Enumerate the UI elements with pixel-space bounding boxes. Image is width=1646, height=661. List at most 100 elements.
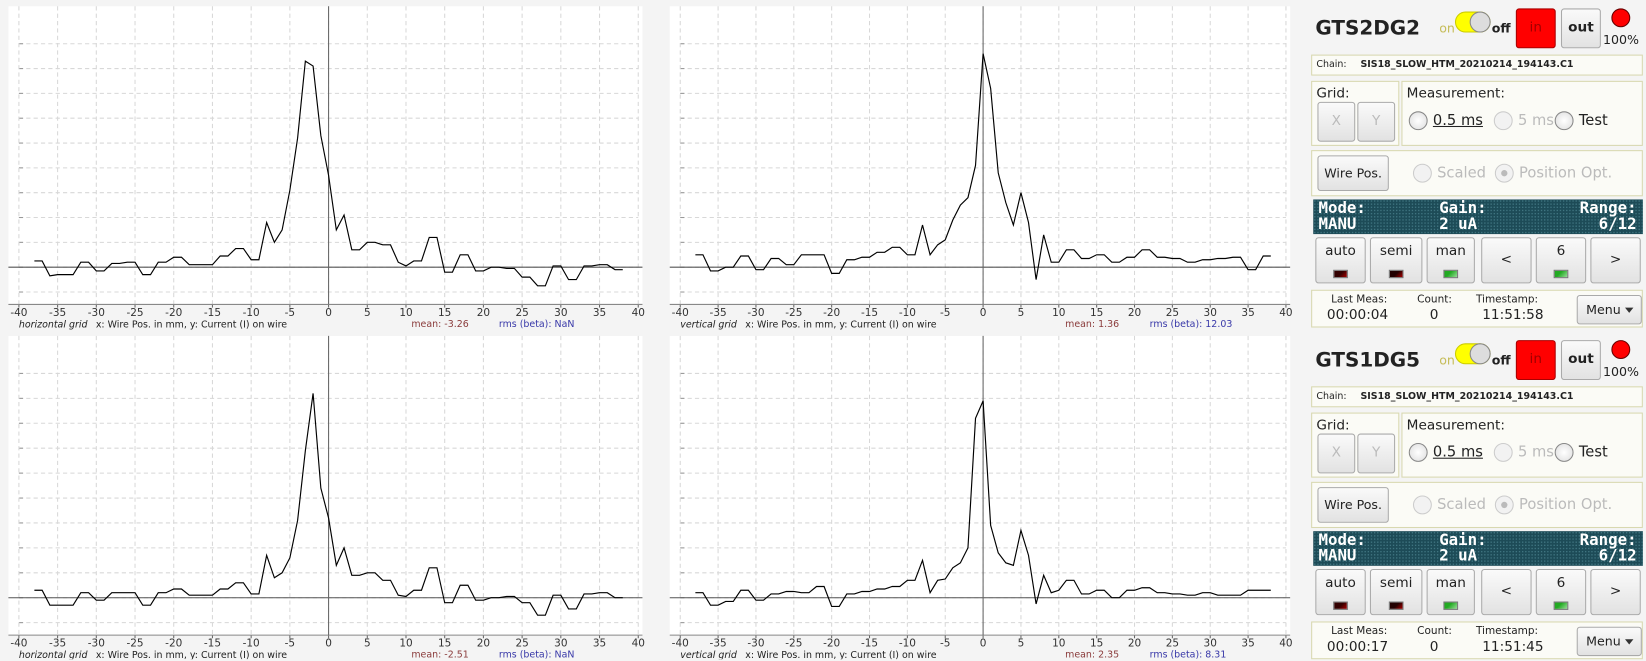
next-button[interactable]: > [1590, 568, 1641, 616]
out-button[interactable]: out [1560, 8, 1601, 49]
radio-label: Scaled [1437, 496, 1486, 514]
prev-button[interactable]: < [1481, 568, 1532, 616]
radio[interactable] [1494, 163, 1514, 183]
radio-label: 0.5 ms [1432, 112, 1483, 130]
in-button[interactable]: in [1515, 340, 1556, 381]
lcd-text: Mode: [1318, 530, 1366, 550]
auto-button[interactable]: auto [1315, 237, 1366, 284]
x-tick-label: -25 [126, 307, 143, 319]
measurement-box: Measurement: 0.5 ms 5 ms Test [1401, 412, 1643, 478]
mean-label: mean: 1.36 [1065, 319, 1119, 330]
mean-label: mean: -3.26 [411, 319, 468, 330]
charts: -40 -35 -30 -25 -20 -15 -10 -5 0 5 10 15 20 25 30 35 40 h… [8, 6, 1293, 660]
toggle-knob [1469, 343, 1491, 365]
x-tick-label: 10 [399, 307, 412, 319]
status-value: 00:00:17 [1326, 639, 1389, 656]
lcd-text: Mode: [1318, 198, 1366, 218]
lcd-text: Gain: [1439, 530, 1487, 550]
toggle-on-label: on [1439, 20, 1455, 36]
wire-pos-button[interactable]: Wire Pos. [1317, 487, 1389, 523]
wire-pos-button[interactable]: Wire Pos. [1317, 155, 1389, 192]
x-tick-label: 15 [438, 637, 451, 649]
x-tick-label: 35 [1241, 637, 1254, 649]
chart: -40 -35 -30 -25 -20 -15 -10 -5 0 5 10 15 20 25 30 35 40 v… [669, 6, 1293, 330]
on-off-toggle[interactable] [1454, 11, 1491, 33]
on-off-toggle[interactable] [1454, 343, 1491, 365]
chart-footer: horizontal grid x: Wire Pos. in mm, y: Cu… [19, 650, 287, 660]
status-row: Last Meas: 00:00:17 Count: 0 Timestamp: … [1311, 621, 1643, 660]
prev-button[interactable]: < [1481, 237, 1532, 284]
x-tick-label: 5 [1018, 637, 1025, 649]
in-button[interactable]: in [1515, 8, 1556, 49]
x-tick-label: -25 [126, 637, 143, 649]
x-tick-label: 40 [1279, 637, 1292, 649]
grid-x-button[interactable]: X [1317, 433, 1356, 474]
range-button[interactable]: 6 [1535, 237, 1587, 284]
status-value: 0 [1429, 639, 1439, 656]
grid-y-button[interactable]: Y [1357, 101, 1396, 142]
radio[interactable] [1408, 442, 1428, 462]
chain-box: Chain: SIS18_SLOW_HTM_20210214_194143.C1 [1311, 54, 1643, 76]
radio-label: Position Opt. [1518, 496, 1613, 514]
menu-button[interactable]: Menu [1576, 626, 1642, 657]
status-label: Last Meas: [1331, 293, 1388, 306]
radio-label: 5 ms [1517, 444, 1554, 461]
x-tick-label: 10 [1052, 637, 1065, 649]
radio[interactable] [1493, 442, 1513, 462]
grid-x-button[interactable]: X [1317, 101, 1356, 142]
radio[interactable] [1493, 111, 1513, 131]
radio[interactable] [1412, 163, 1432, 183]
auto-button[interactable]: auto [1315, 568, 1366, 616]
x-tick-label: -40 [672, 307, 689, 319]
radio-label: Scaled [1437, 164, 1486, 182]
x-tick-label: -5 [940, 637, 950, 649]
x-tick-label: -35 [710, 637, 727, 649]
radio-label: 5 ms [1517, 112, 1554, 130]
indicator [1333, 269, 1348, 279]
out-button[interactable]: out [1560, 340, 1601, 381]
button-label: semi [1379, 243, 1413, 260]
toggle-off-label: off [1491, 352, 1511, 368]
data-line [34, 60, 623, 287]
plot-area [669, 6, 1291, 305]
mean-label: mean: 2.35 [1065, 650, 1119, 660]
axis-label: x: Wire Pos. in mm, y: Current (I) on wi… [745, 319, 936, 330]
chain-box: Chain: SIS18_SLOW_HTM_20210214_194143.C1 [1311, 386, 1643, 408]
menu-button[interactable]: Menu [1576, 294, 1642, 325]
x-tick-label: 35 [593, 637, 606, 649]
grid-label: horizontal grid [19, 650, 89, 660]
x-tick-label: -10 [243, 637, 260, 649]
device-name: GTS2DG2 [1315, 16, 1421, 40]
x-tick-label: 0 [325, 637, 332, 649]
x-tick-label: -40 [10, 637, 27, 649]
range-button[interactable]: 6 [1535, 568, 1587, 616]
next-button[interactable]: > [1590, 237, 1641, 284]
indicator [1443, 601, 1459, 610]
x-tick-label: 30 [1204, 637, 1217, 649]
radio[interactable] [1412, 495, 1432, 515]
rms-label: rms (beta): NaN [499, 650, 575, 660]
semi-button[interactable]: semi [1369, 237, 1423, 284]
mean-label: mean: -2.51 [411, 650, 468, 660]
x-tick-label: 10 [1052, 307, 1065, 319]
radio[interactable] [1408, 111, 1428, 131]
x-tick-label: -15 [861, 637, 878, 649]
man-button[interactable]: man [1426, 237, 1475, 284]
radio[interactable] [1554, 442, 1574, 462]
grid-y-button[interactable]: Y [1357, 433, 1396, 474]
x-tick-label: -40 [10, 307, 27, 319]
radio[interactable] [1494, 495, 1514, 515]
x-tick-label: -30 [747, 637, 764, 649]
rms-label: rms (beta): 8.31 [1150, 650, 1227, 660]
man-button[interactable]: man [1426, 568, 1475, 616]
radio[interactable] [1554, 111, 1574, 131]
x-tick-label: 20 [1128, 637, 1141, 649]
grid-box: Grid: X Y [1311, 80, 1400, 146]
status-value: 11:51:45 [1482, 639, 1544, 656]
x-tick-label: -35 [710, 307, 727, 319]
x-tick-label: 25 [1166, 637, 1179, 649]
semi-button[interactable]: semi [1369, 568, 1423, 616]
indicator [1388, 601, 1404, 610]
